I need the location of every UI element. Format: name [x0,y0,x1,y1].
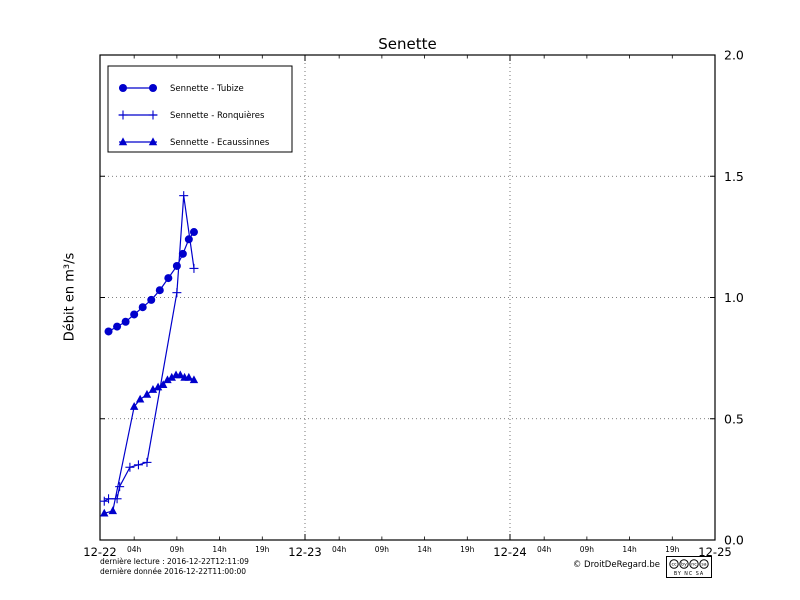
by-icon-glyph: by [681,562,687,568]
cc-license-badge: cc by nc sa BY NC SA [666,556,712,578]
data-point-circle [138,303,147,312]
data-point-triangle [135,394,145,403]
data-point-triangle [153,382,163,391]
data-point-triangle [148,137,158,146]
x-minor-tick-label: 04h [332,545,347,554]
data-point-circle [149,84,157,92]
copyright-text: © DroitDeRegard.be [572,560,660,570]
x-major-tick-label: 12-25 [698,545,731,559]
x-minor-tick-label: 19h [665,545,680,554]
data-point-circle [147,295,156,304]
data-point-circle [184,235,193,244]
data-point-circle [164,274,173,283]
x-major-tick-label: 12-22 [83,545,116,559]
data-point-circle [113,322,122,331]
data-point-triangle [118,137,128,146]
y-axis: 0.0 0.5 1.0 1.5 2.0 [100,48,744,548]
series-1 [99,191,199,506]
data-point-triangle [163,375,172,384]
series-0 [104,228,198,336]
x-minor-tick-label: 09h [170,545,185,554]
sa-icon-glyph: sa [701,563,706,568]
x-major-tick-label: 12-23 [288,545,321,559]
legend: Sennette - Tubize Sennette - Ronquières Se… [107,65,293,153]
x-minor-tick-label: 14h [212,545,227,554]
nc-icon [689,559,699,569]
cc-license-text: BY NC SA [674,571,704,577]
data-point-triangle [108,506,118,515]
cc-icon-glyph: cc [671,563,677,568]
data-point-triangle [129,402,139,410]
data-point-triangle [148,385,158,393]
sa-icon [699,559,709,569]
data-point-circle [155,286,164,295]
data-point-circle [119,84,127,92]
x-minor-tick-label: 19h [255,545,270,554]
data-point-circle [121,317,130,326]
data-point-triangle [189,375,199,384]
chart-title: Senette [378,35,437,53]
data-point-circle [178,249,187,258]
data-point-circle [130,310,139,319]
data-point-triangle [167,372,176,381]
y-tick-label: 0.5 [724,411,744,426]
cc-icon [669,559,679,569]
y-axis-label: Débit en m³/s [62,252,78,342]
x-minor-tick-label: 09h [580,545,595,554]
x-minor-tick-label: 19h [460,545,475,554]
y-tick-label: 2.0 [724,48,744,63]
legend-box [107,65,293,153]
x-minor-tick-label: 14h [622,545,637,554]
legend-label: Sennette - Ronquières [170,110,265,121]
nc-icon-glyph: nc [691,563,697,568]
x-minor-tick-label: 14h [417,545,432,554]
footer-last-data: dernière donnée 2016-12-22T11:00:00 [100,567,247,576]
data-point-triangle [100,508,109,517]
footer-last-reading: dernière lecture : 2016-12-22T12:11:09 [100,557,249,566]
data-point-triangle [184,372,194,381]
y-tick-label: 1.5 [724,169,744,184]
data-point-circle [172,261,181,270]
by-icon [679,559,689,569]
y-tick-label: 0.0 [724,533,744,548]
x-minor-tick-label: 04h [537,545,552,554]
legend-label: Sennette - Tubize [170,84,244,94]
y-tick-label: 1.0 [724,290,744,305]
data-point-triangle [159,380,168,388]
series-line [104,195,195,502]
x-axis: 12-22 12-23 12-24 12-25 04h 09h 14h 19h 04h 09h 14… [83,55,732,559]
grid-lines [100,55,715,540]
data-point-circle [104,327,113,336]
data-point-triangle [176,370,185,379]
legend-label: Sennette - Ecaussinnes [170,138,270,148]
data-point-circle [189,228,198,237]
x-minor-tick-label: 09h [375,545,390,554]
data-point-triangle [142,389,152,398]
x-minor-tick-label: 04h [127,545,142,554]
x-major-tick-label: 12-24 [493,545,526,559]
series-2 [100,370,199,517]
series-line [108,231,195,333]
